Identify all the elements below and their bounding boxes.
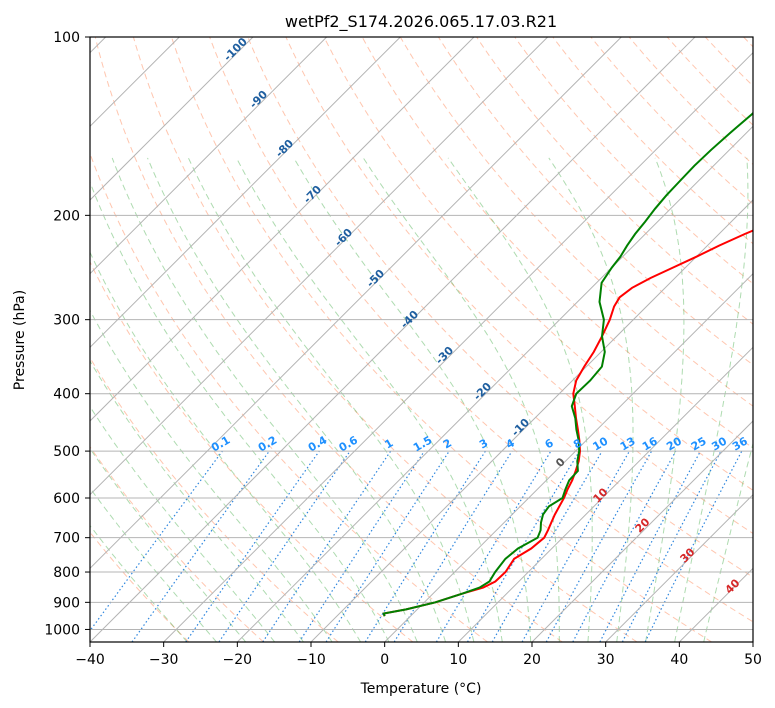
dry-adiabat — [285, 37, 753, 535]
moist-adiabat — [447, 157, 593, 642]
mixing-ratio-line — [218, 450, 351, 642]
y-tick-label: 800 — [53, 565, 80, 581]
isotherm — [90, 37, 401, 349]
mixing-ratio-line — [572, 450, 677, 642]
mixing-ratio-line — [298, 450, 425, 642]
mixing-ratio-line — [644, 450, 743, 642]
y-tick-label: 300 — [53, 313, 80, 329]
moist-adiabat — [90, 251, 362, 642]
isotherm — [384, 272, 753, 642]
grid — [90, 37, 753, 642]
chart-title: wetPf2_S174.2026.065.17.03.R21 — [285, 12, 557, 32]
mixing-ratio-line — [90, 450, 223, 632]
y-tick-label: 500 — [53, 444, 80, 460]
dry-adiabat — [399, 37, 753, 407]
dewpoint-profile — [382, 111, 753, 617]
x-tick-label: 10 — [449, 652, 467, 668]
dry-adiabat — [90, 260, 414, 642]
x-axis-label: Temperature (°C) — [360, 681, 482, 697]
moist-adiabat — [90, 309, 333, 642]
x-tick-label: 50 — [744, 652, 762, 668]
x-tick-label: −30 — [149, 652, 179, 668]
isotherm — [457, 346, 753, 642]
moist-adiabat — [548, 157, 634, 642]
dry-adiabat — [132, 37, 638, 642]
moist-adiabat — [293, 157, 532, 642]
y-tick-label: 700 — [53, 531, 80, 547]
isotherm — [90, 37, 475, 422]
dry-adiabat — [247, 37, 753, 578]
mixing-ratio-line — [131, 450, 270, 642]
temperature-profile — [382, 229, 753, 617]
isotherm — [236, 125, 753, 642]
y-axis: 100 200 300 400 500 600 700 800 900 1000 — [44, 30, 90, 638]
dry-adiabat — [437, 37, 753, 366]
isotherm — [531, 420, 753, 642]
x-tick-label: 20 — [523, 652, 541, 668]
x-tick-label: 0 — [380, 652, 389, 668]
moist-adiabat — [90, 360, 304, 642]
y-tick-label: 1000 — [44, 622, 80, 638]
isotherm — [90, 37, 254, 201]
dry-adiabat — [209, 37, 753, 623]
isotherm — [90, 37, 622, 570]
y-tick-label: 900 — [53, 595, 80, 611]
isotherm — [90, 37, 549, 496]
moist-adiabat — [645, 157, 685, 642]
dry-adiabat — [552, 37, 753, 245]
y-tick-label: 400 — [53, 387, 80, 403]
y-tick-label: 600 — [53, 491, 80, 507]
profiles — [382, 111, 753, 617]
x-axis: −40 −30 −20 −10 0 10 20 30 40 50 — [75, 642, 762, 668]
dry-adiabat — [476, 37, 753, 325]
isotherm — [90, 37, 696, 642]
mixing-ratio-line — [325, 450, 450, 642]
dry-adiabat — [90, 152, 488, 642]
dry-adiabat — [171, 37, 712, 642]
y-axis-label: Pressure (hPa) — [12, 290, 28, 390]
isotherm — [310, 199, 753, 642]
y-tick-label: 100 — [53, 30, 80, 46]
x-tick-label: −10 — [296, 652, 326, 668]
mixing-ratio-line — [262, 450, 392, 642]
mixing-ratio-line — [521, 450, 631, 642]
dry-adiabat — [590, 37, 753, 205]
dry-adiabat — [361, 37, 753, 449]
mixing-ratio-line — [393, 450, 513, 642]
x-tick-label: 40 — [670, 652, 688, 668]
x-tick-label: −20 — [223, 652, 253, 668]
x-tick-label: 30 — [597, 652, 615, 668]
mixing-ratio-line — [185, 450, 320, 642]
mixing-ratio-line — [545, 450, 653, 642]
dry-adiabat — [90, 445, 264, 642]
isotherm — [163, 51, 753, 642]
isotherm — [90, 37, 328, 275]
isotherm — [605, 493, 753, 642]
plot-frame — [89, 36, 754, 643]
x-tick-label: −40 — [75, 652, 105, 668]
y-tick-label: 200 — [53, 208, 80, 224]
